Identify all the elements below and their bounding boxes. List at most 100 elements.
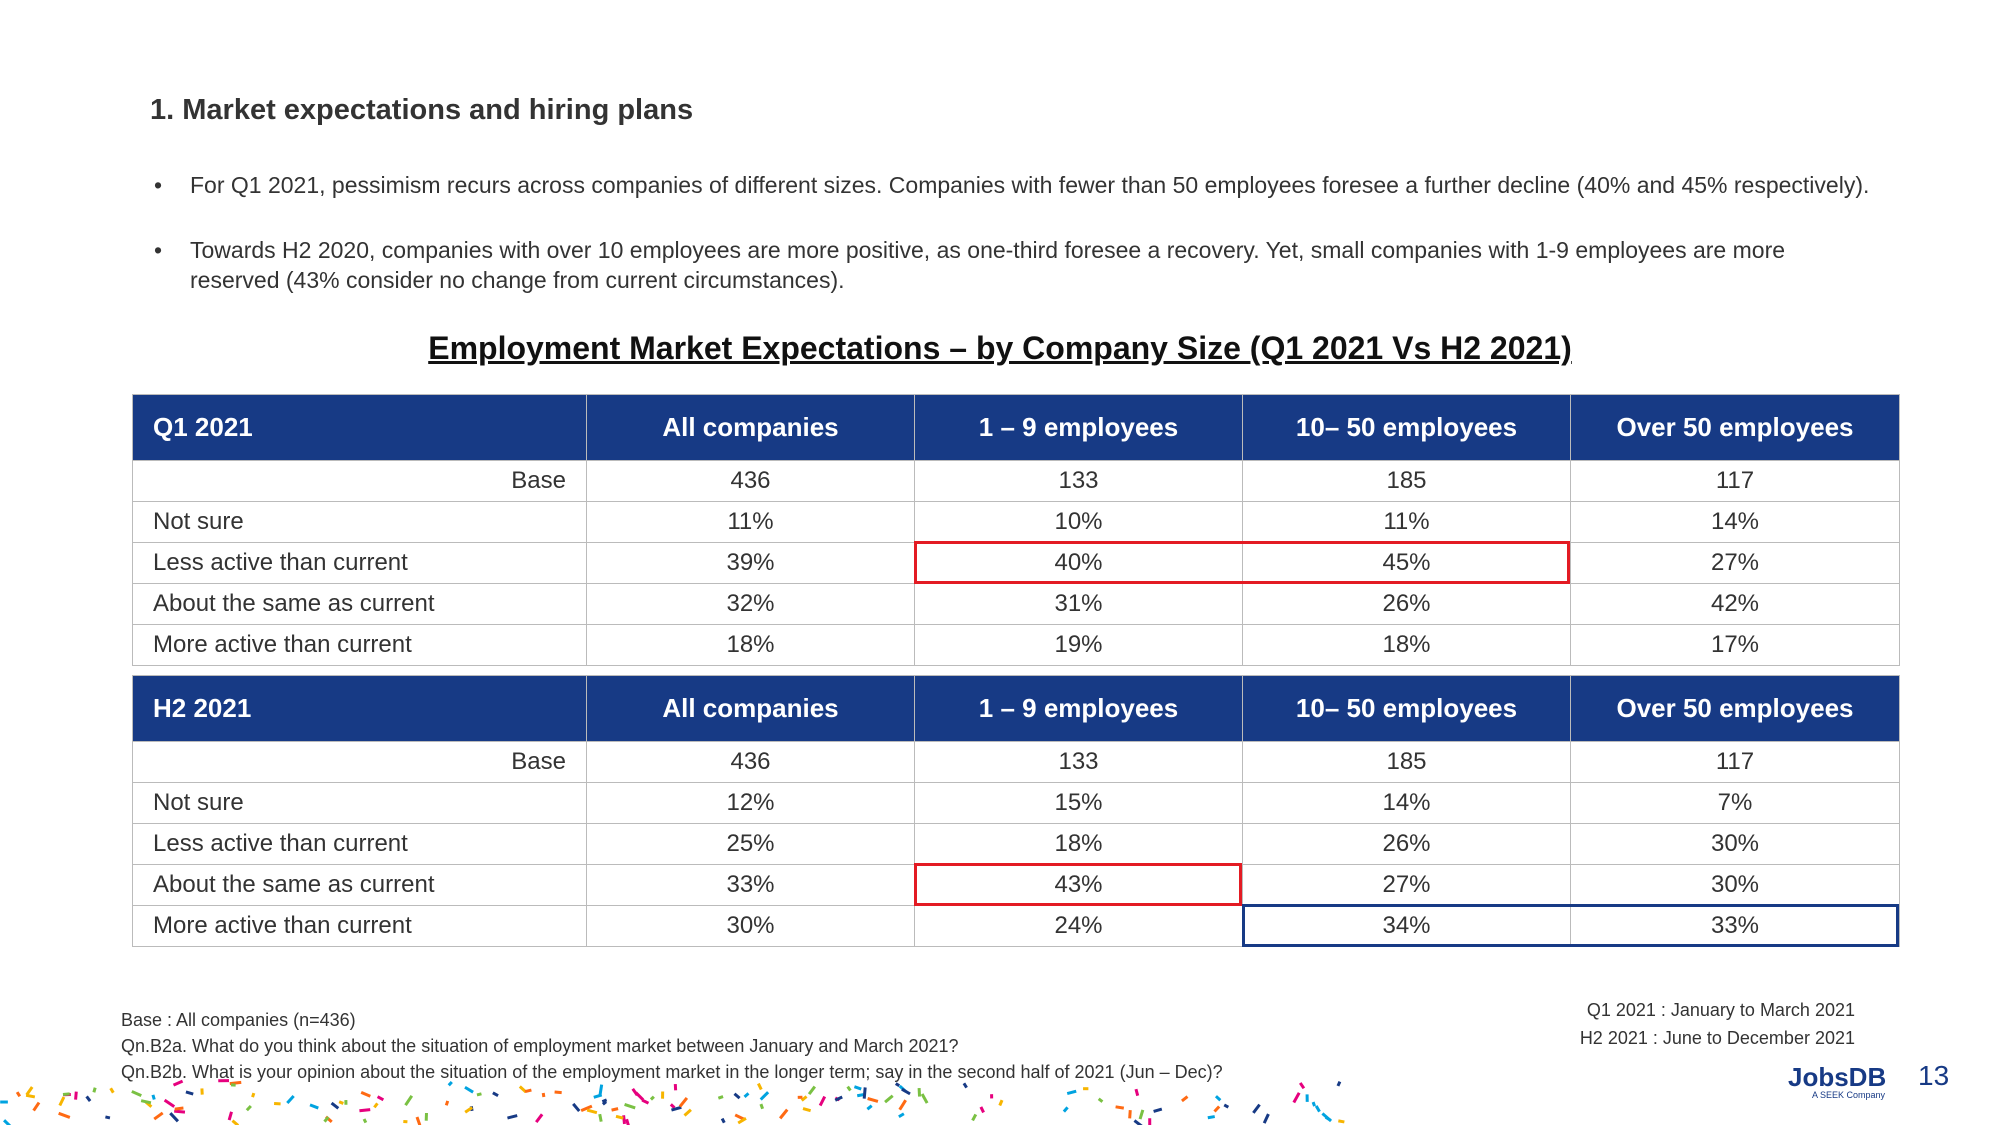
confetti xyxy=(58,1111,71,1119)
table-cell: 26% xyxy=(1242,583,1571,625)
confetti xyxy=(286,1094,295,1105)
header-cell: All companies xyxy=(586,394,915,461)
confetti xyxy=(1311,1101,1316,1107)
table-cell: 39% xyxy=(586,542,915,584)
confetti xyxy=(1262,1113,1270,1124)
confetti xyxy=(1252,1103,1261,1114)
confetti xyxy=(649,1095,655,1101)
confetti xyxy=(1153,1107,1163,1113)
confetti xyxy=(524,1088,532,1094)
period-note: H2 2021 : June to December 2021 xyxy=(1579,1028,1855,1048)
confetti xyxy=(274,1102,281,1106)
confetti xyxy=(1338,1119,1345,1124)
page-number: 13 xyxy=(1918,1060,1950,1091)
confetti xyxy=(172,1079,184,1087)
confetti xyxy=(362,1118,368,1124)
table-row: More active than current 30% 24% 34% 33% xyxy=(132,905,1900,947)
confetti xyxy=(901,1087,911,1096)
period-note: Q1 2021 : January to March 2021 xyxy=(1586,1000,1855,1020)
bullet: • For Q1 2021, pessimism recurs across co… xyxy=(154,170,1874,200)
confetti xyxy=(862,1087,867,1099)
header-row: Q1 2021 All companies 1 – 9 employees 10– 5… xyxy=(132,394,1900,461)
confetti xyxy=(169,1112,180,1123)
confetti xyxy=(998,1099,1004,1107)
confetti xyxy=(802,1107,812,1113)
confetti xyxy=(227,1111,233,1121)
confetti xyxy=(601,1098,608,1103)
confetti xyxy=(32,1101,41,1112)
confetti xyxy=(979,1106,985,1114)
confetti xyxy=(1128,1110,1132,1119)
table-cell: 30% xyxy=(586,905,915,947)
highlight xyxy=(1242,904,1899,947)
confetti xyxy=(74,1091,78,1100)
confetti xyxy=(447,1080,453,1087)
confetti xyxy=(492,1091,499,1098)
table-cell: 117 xyxy=(1570,741,1900,783)
table-cell: 436 xyxy=(586,741,915,783)
header-cell: Over 50 employees xyxy=(1570,675,1900,742)
confetti xyxy=(1133,1119,1144,1125)
confetti xyxy=(917,1088,922,1097)
confetti xyxy=(615,1114,624,1120)
confetti xyxy=(554,1090,562,1095)
table-cell: Not sure xyxy=(132,501,587,543)
confetti xyxy=(611,1107,619,1112)
confetti xyxy=(92,1087,97,1093)
table-cell: 18% xyxy=(586,624,915,666)
confetti xyxy=(834,1095,843,1102)
table-cell: 12% xyxy=(586,782,915,824)
confetti xyxy=(598,1084,604,1097)
table-cell: 133 xyxy=(914,741,1243,783)
confetti xyxy=(109,1087,115,1094)
confetti xyxy=(898,1099,907,1111)
confetti xyxy=(737,1117,747,1125)
confetti xyxy=(1062,1106,1069,1113)
confetti xyxy=(403,1119,408,1124)
confetti xyxy=(1336,1080,1342,1087)
confetti xyxy=(671,1105,682,1112)
confetti xyxy=(230,1083,236,1087)
table-cell: About the same as current xyxy=(132,583,587,625)
confetti xyxy=(733,1092,741,1100)
confetti xyxy=(661,1091,665,1099)
table-cell: More active than current xyxy=(132,624,587,666)
confetti xyxy=(800,1095,808,1102)
table-cell: 17% xyxy=(1570,624,1900,666)
confetti xyxy=(3,1119,12,1125)
table-cell: 26% xyxy=(1242,823,1571,865)
section-title: 1. Market expectations and hiring plans xyxy=(150,94,694,126)
confetti xyxy=(218,1079,230,1083)
confetti xyxy=(359,1108,371,1113)
confetti xyxy=(778,1108,789,1120)
confetti xyxy=(717,1095,724,1100)
footnote: Qn.B2a. What do you think about the situ… xyxy=(121,1036,959,1056)
bullet-text: Towards H2 2020, companies with over 10 … xyxy=(190,237,1786,293)
confetti xyxy=(867,1097,879,1103)
confetti xyxy=(131,1090,142,1098)
confetti xyxy=(894,1082,901,1088)
confetti xyxy=(1214,1095,1222,1102)
table-row: Not sure 11% 10% 11% 14% xyxy=(132,501,1900,543)
confetti xyxy=(1298,1082,1306,1090)
table-cell: 7% xyxy=(1570,782,1900,824)
confetti xyxy=(174,1106,184,1111)
table-cell: 133 xyxy=(914,460,1243,502)
confetti xyxy=(1066,1089,1077,1096)
confetti xyxy=(1314,1105,1321,1113)
confetti xyxy=(404,1095,414,1107)
confetti xyxy=(25,1086,34,1096)
table-title: Employment Market Expectations – by Comp… xyxy=(428,330,1572,366)
confetti xyxy=(856,1093,864,1098)
confetti xyxy=(105,1115,111,1120)
confetti xyxy=(920,1093,929,1104)
confetti xyxy=(62,1092,70,1096)
confetti xyxy=(1213,1105,1221,1113)
confetti xyxy=(1292,1092,1301,1104)
table-cell: 15% xyxy=(914,782,1243,824)
data-table: Q1 2021 All companies 1 – 9 employees 10– 5… xyxy=(132,394,1900,666)
table-row: About the same as current 32% 31% 26% 42% xyxy=(132,583,1900,625)
confetti xyxy=(58,1096,66,1107)
header-cell: 1 – 9 employees xyxy=(914,394,1243,461)
confetti xyxy=(884,1094,894,1104)
